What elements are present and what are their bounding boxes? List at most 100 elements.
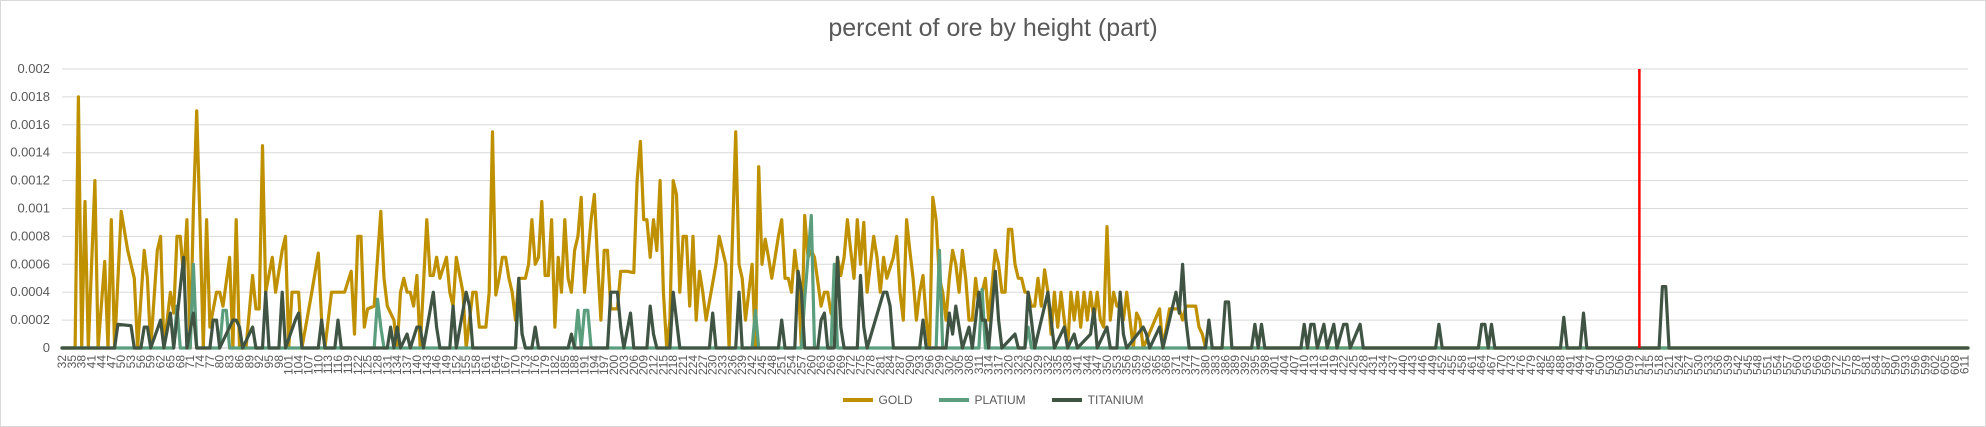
- x-tick-label: 527: [1682, 355, 1696, 375]
- x-tick-label: 101: [282, 355, 296, 375]
- x-tick-label: 125: [361, 355, 375, 375]
- x-tick-label: 602: [1928, 355, 1942, 375]
- x-tick-label: 341: [1070, 355, 1084, 375]
- x-tick-label: 71: [183, 355, 197, 369]
- x-tick-label: 131: [380, 355, 394, 375]
- x-tick-label: 596: [1908, 355, 1922, 375]
- x-tick-label: 605: [1938, 355, 1952, 375]
- legend-label: TITANIUM: [1087, 393, 1144, 407]
- x-tick-label: 230: [706, 355, 720, 375]
- x-tick-label: 443: [1406, 355, 1420, 375]
- x-tick-label: 65: [163, 355, 177, 369]
- x-tick-label: 143: [420, 355, 434, 375]
- x-tick-label: 509: [1623, 355, 1637, 375]
- x-tick-label: 152: [449, 355, 463, 375]
- x-tick-label: 47: [104, 355, 118, 369]
- x-tick-label: 551: [1761, 355, 1775, 375]
- x-tick-label: 401: [1268, 355, 1282, 375]
- x-tick-label: 41: [85, 355, 99, 369]
- x-tick-label: 95: [262, 355, 276, 369]
- x-tick-label: 587: [1879, 355, 1893, 375]
- x-tick-label: 44: [94, 355, 108, 369]
- x-tick-label: 581: [1859, 355, 1873, 375]
- y-tick-label: 0.0016: [10, 117, 50, 132]
- x-tick-label: 584: [1869, 355, 1883, 375]
- x-tick-label: 188: [568, 355, 582, 375]
- x-tick-label: 284: [883, 355, 897, 375]
- x-tick-label: 215: [656, 355, 670, 375]
- x-tick-label: 308: [962, 355, 976, 375]
- x-tick-label: 611: [1958, 355, 1972, 374]
- x-tick-label: 563: [1800, 355, 1814, 375]
- x-tick-label: 368: [1159, 355, 1173, 375]
- legend: GOLD PLATIUM TITANIUM: [0, 393, 1986, 407]
- x-tick-label: 68: [173, 355, 187, 369]
- x-tick-label: 428: [1356, 355, 1370, 375]
- x-tick-label: 122: [351, 355, 365, 375]
- x-tick-label: 488: [1554, 355, 1568, 375]
- x-tick-label: 86: [232, 355, 246, 369]
- x-tick-label: 326: [1021, 355, 1035, 375]
- x-tick-label: 377: [1189, 355, 1203, 375]
- x-tick-label: 191: [578, 355, 592, 375]
- series-line-gold: [60, 95, 1970, 350]
- y-tick-label: 0.001: [17, 201, 50, 216]
- x-tick-label: 239: [735, 355, 749, 375]
- x-tick-label: 251: [775, 355, 789, 375]
- x-tick-label: 332: [1041, 355, 1055, 375]
- x-tick-label: 137: [400, 355, 414, 375]
- y-tick-label: 0.0012: [10, 173, 50, 188]
- x-tick-label: 83: [223, 355, 237, 369]
- x-tick-label: 290: [903, 355, 917, 375]
- x-tick-label: 410: [1297, 355, 1311, 375]
- x-tick-label: 578: [1849, 355, 1863, 375]
- x-tick-label: 515: [1642, 355, 1656, 375]
- legend-label: PLATIUM: [974, 393, 1026, 407]
- y-axis-ticks: 0 0.0002 0.0004 0.0006 0.0008 0.001 0.0012 0.00…: [10, 61, 50, 355]
- x-tick-label: 56: [134, 355, 148, 369]
- x-tick-label: 98: [272, 355, 286, 369]
- x-tick-label: 53: [124, 355, 138, 369]
- x-tick-label: 116: [331, 355, 345, 374]
- series-lines: [60, 95, 1970, 350]
- legend-item: TITANIUM: [1051, 393, 1144, 407]
- x-tick-label: 281: [873, 355, 887, 375]
- x-tick-label: 389: [1228, 355, 1242, 375]
- x-tick-label: 404: [1277, 355, 1291, 375]
- x-tick-label: 524: [1672, 355, 1686, 375]
- x-tick-label: 554: [1770, 355, 1784, 375]
- x-tick-label: 455: [1445, 355, 1459, 375]
- x-tick-label: 353: [1110, 355, 1124, 375]
- x-tick-label: 491: [1563, 355, 1577, 375]
- x-tick-label: 347: [1090, 355, 1104, 375]
- x-tick-label: 485: [1544, 355, 1558, 375]
- x-tick-label: 146: [430, 355, 444, 375]
- x-tick-label: 209: [637, 355, 651, 375]
- x-tick-label: 260: [804, 355, 818, 375]
- x-tick-label: 227: [696, 355, 710, 375]
- series-line-platium: [60, 213, 1970, 350]
- x-tick-label: 149: [439, 355, 453, 375]
- x-tick-label: 206: [627, 355, 641, 375]
- x-tick-label: 407: [1287, 355, 1301, 375]
- x-tick-label: 344: [1080, 355, 1094, 375]
- x-tick-label: 92: [252, 355, 266, 369]
- x-tick-label: 422: [1337, 355, 1351, 375]
- legend-swatch: [842, 398, 873, 402]
- x-tick-label: 593: [1899, 355, 1913, 375]
- x-tick-label: 305: [952, 355, 966, 375]
- x-tick-label: 512: [1632, 355, 1646, 375]
- x-tick-label: 263: [814, 355, 828, 375]
- x-tick-label: 461: [1465, 355, 1479, 375]
- x-tick-label: 59: [144, 355, 158, 369]
- x-tick-label: 170: [508, 355, 522, 375]
- x-tick-label: 50: [114, 355, 128, 369]
- x-tick-label: 269: [834, 355, 848, 375]
- x-tick-label: 317: [992, 355, 1006, 375]
- x-tick-label: 503: [1603, 355, 1617, 375]
- x-tick-label: 497: [1583, 355, 1597, 375]
- x-tick-label: 548: [1751, 355, 1765, 375]
- x-tick-label: 335: [1051, 355, 1065, 375]
- x-tick-label: 311: [972, 355, 986, 374]
